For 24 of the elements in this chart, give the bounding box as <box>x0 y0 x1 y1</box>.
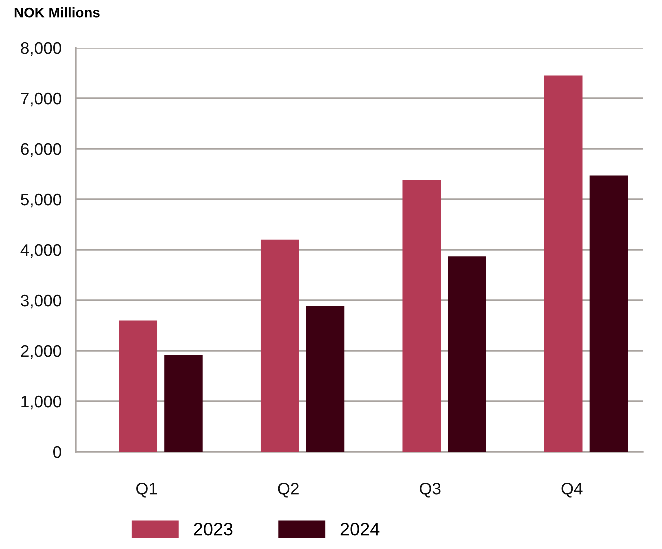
bar <box>164 355 203 452</box>
y-tick-label: 5,000 <box>21 194 62 208</box>
bar <box>448 256 486 452</box>
legend-label: 2023 <box>194 522 233 536</box>
y-tick-label: 2,000 <box>21 345 62 360</box>
bar <box>260 240 300 452</box>
y-tick-label: 4,000 <box>20 244 62 258</box>
y-tick-label: 1,000 <box>22 396 62 410</box>
bar <box>590 176 628 452</box>
x-tick-label: Q1 <box>136 482 158 498</box>
bar <box>402 180 442 452</box>
y-tick-label: 8,000 <box>21 42 62 56</box>
y-tick-label: 7,000 <box>21 92 62 107</box>
bar <box>544 76 583 452</box>
bar <box>119 320 158 452</box>
y-tick-label: 6,000 <box>21 143 62 158</box>
x-tick-label: Q3 <box>420 482 441 498</box>
y-tick-label: 3,000 <box>21 294 62 309</box>
y-tick-label: 0 <box>53 446 62 458</box>
x-tick-label: Q4 <box>562 482 583 498</box>
chart-title: NOK Millions <box>14 8 100 18</box>
bar <box>306 306 345 452</box>
x-tick-label: Q2 <box>278 482 299 498</box>
legend-label: 2024 <box>340 522 380 536</box>
